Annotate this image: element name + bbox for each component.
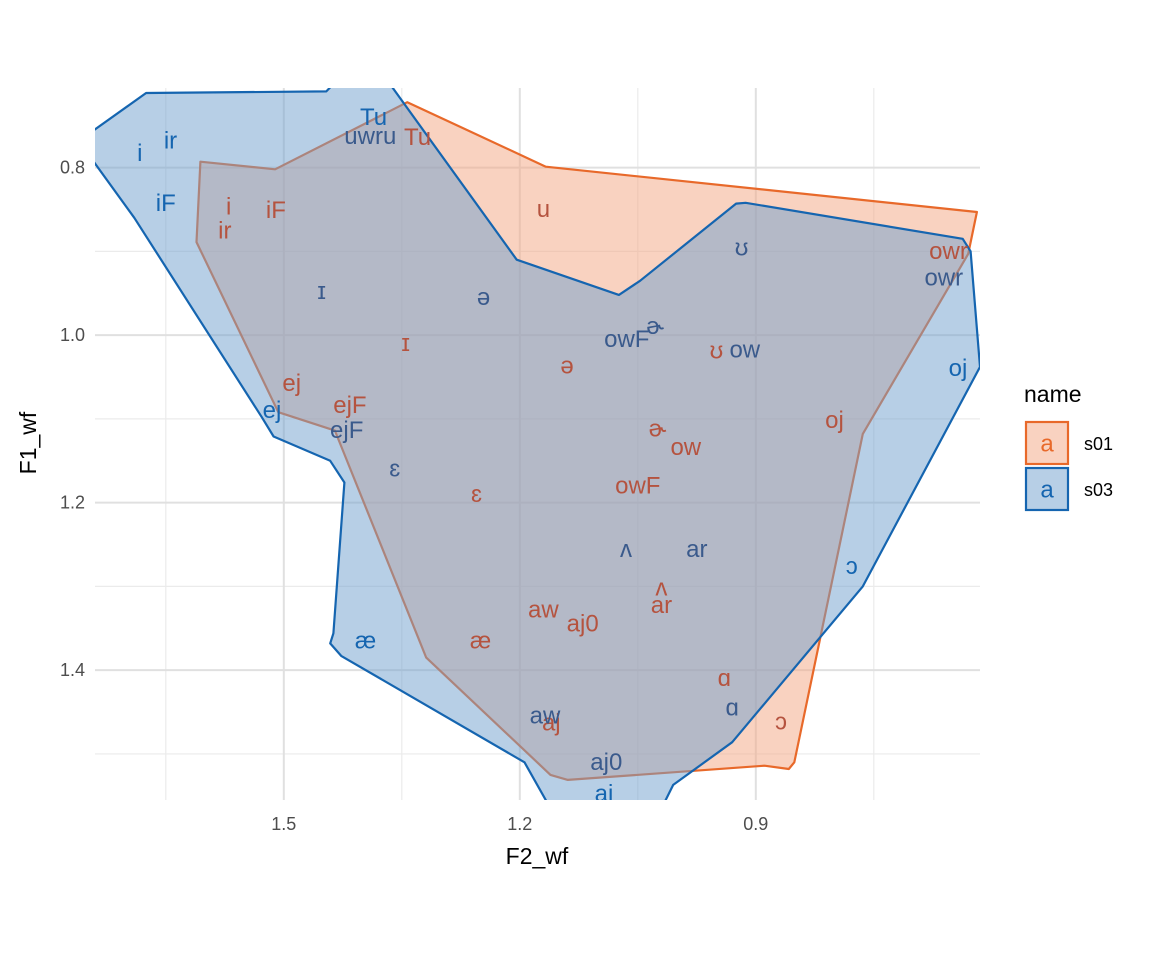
point-label-s03: ejF <box>330 417 363 444</box>
point-label-s03: ɪ <box>317 278 326 305</box>
point-label-s01: iF <box>266 197 286 224</box>
y-tick-label: 1.2 <box>60 493 85 513</box>
point-label-s01: oj <box>825 407 844 434</box>
axes: 1.5 1.2 0.9 0.8 1.0 1.2 1.4 F2_wf F1_wf <box>15 158 768 869</box>
point-label-s01: ir <box>218 218 231 245</box>
x-tick-label: 0.9 <box>743 814 768 834</box>
legend-key-glyph: a <box>1040 477 1054 504</box>
point-label-s03: ow <box>729 337 760 364</box>
point-label-s01: ɑ <box>718 665 731 692</box>
legend: name a s01 a s03 <box>1024 381 1113 512</box>
point-label-s03: æ <box>355 627 376 654</box>
point-label-s01: æ <box>470 627 491 654</box>
point-label-s01: owF <box>615 472 660 499</box>
x-tick-labels: 1.5 1.2 0.9 <box>271 814 768 834</box>
point-label-s03: Tu <box>360 104 387 131</box>
point-label-s01: aj <box>542 709 561 736</box>
y-tick-label: 1.4 <box>60 660 85 680</box>
point-label-s03: ɛ <box>389 456 400 483</box>
point-label-s01: ə <box>560 353 573 380</box>
point-label-s03: i <box>137 140 142 167</box>
point-label-s03: ar <box>686 536 707 563</box>
point-label-s01: aw <box>528 596 559 623</box>
x-axis-title: F2_wf <box>506 843 569 869</box>
point-label-s01: u <box>537 196 550 223</box>
point-label-s03: oj <box>949 355 968 382</box>
point-label-s03: ej <box>263 397 282 424</box>
point-label-s03: aj0 <box>590 749 622 776</box>
point-label-s03: ʌ <box>620 536 632 563</box>
point-label-s03: aw <box>530 703 561 730</box>
point-label-s03: owF <box>604 326 649 353</box>
y-tick-label: 1.0 <box>60 325 85 345</box>
legend-label-s03: s03 <box>1084 480 1113 500</box>
y-tick-label: 0.8 <box>60 158 85 178</box>
point-label-s03: ir <box>164 127 177 154</box>
legend-title: name <box>1024 381 1082 407</box>
point-label-s03: owr <box>924 265 963 292</box>
point-label-s03: ɚ <box>646 313 664 340</box>
y-tick-labels: 0.8 1.0 1.2 1.4 <box>60 158 85 681</box>
point-label-s01: ʌ <box>655 575 667 602</box>
point-label-s01: ʊ <box>710 338 724 365</box>
hull-polygons <box>95 88 980 800</box>
point-label-s01: owr <box>929 238 968 265</box>
point-label-s03: ə <box>477 284 490 311</box>
point-label-s01: ɔ <box>775 709 787 736</box>
point-label-s03: ʊ <box>735 235 749 262</box>
y-axis-title: F1_wf <box>15 411 41 474</box>
point-label-s03: iF <box>156 190 176 217</box>
legend-key-s01 <box>1024 420 1070 466</box>
x-tick-label: 1.5 <box>271 814 296 834</box>
point-label-s01: ɪ <box>401 330 410 357</box>
legend-key-s03 <box>1024 466 1070 512</box>
x-tick-label: 1.2 <box>507 814 532 834</box>
point-label-s03: ɑ <box>726 694 739 721</box>
point-label-s01: ar <box>651 592 672 619</box>
legend-label-s01: s01 <box>1084 434 1113 454</box>
hull-s03 <box>95 88 980 800</box>
point-label-s01: aj0 <box>567 611 599 638</box>
point-label-s01: ɛ <box>471 481 482 508</box>
point-label-s01: ej <box>282 370 301 397</box>
point-label-s03: ɔ <box>846 553 858 580</box>
point-label-s01: ɚ <box>649 415 667 442</box>
point-label-s01: ow <box>670 434 701 461</box>
point-label-s01: i <box>226 193 231 220</box>
point-label-s03: aj <box>595 781 614 808</box>
legend-key-glyph: a <box>1040 431 1054 458</box>
point-label-s01: ejF <box>333 392 366 419</box>
point-label-s01: Tu <box>404 124 431 151</box>
point-label-s03: uwru <box>344 123 396 150</box>
